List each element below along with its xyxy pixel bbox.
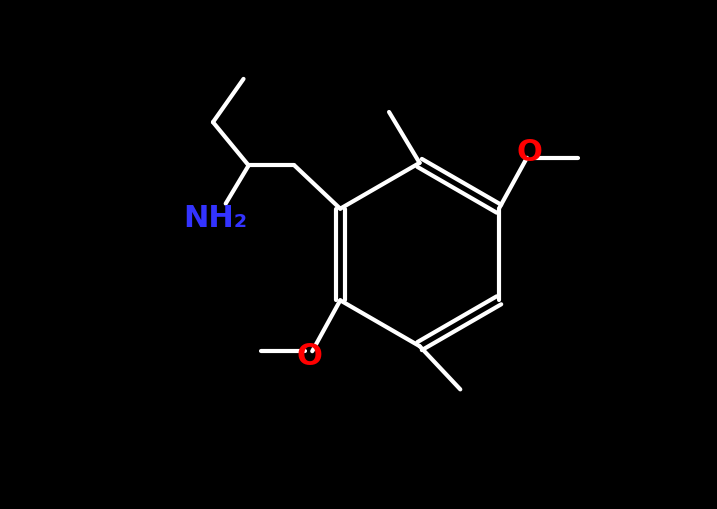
Text: O: O [516, 138, 542, 167]
Text: O: O [297, 342, 323, 371]
Text: NH₂: NH₂ [184, 205, 247, 233]
